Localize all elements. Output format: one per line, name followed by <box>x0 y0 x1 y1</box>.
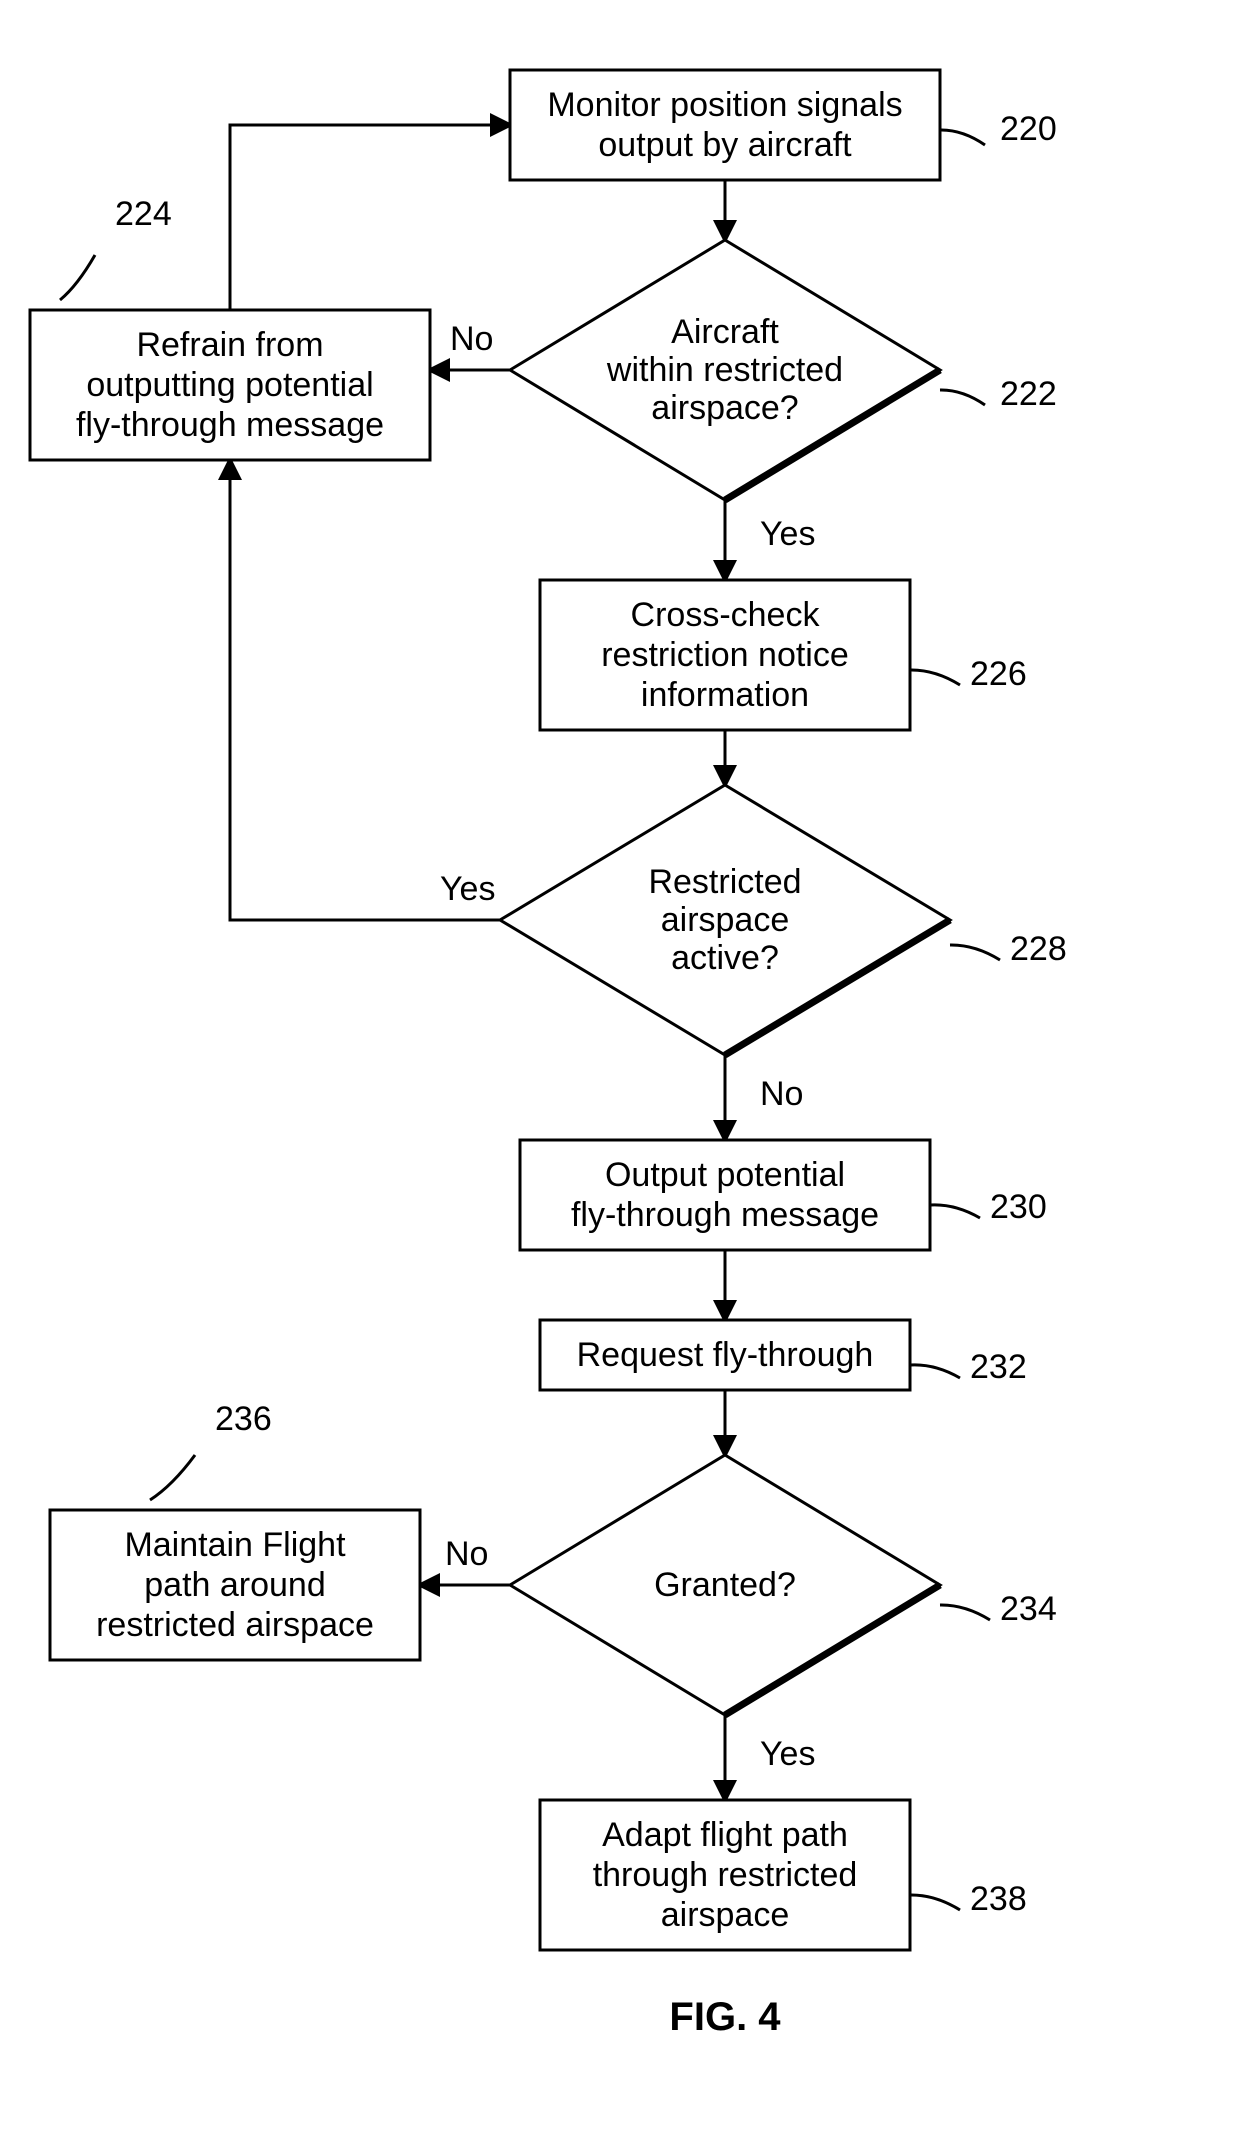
ref-leader <box>940 390 985 405</box>
edge-label: No <box>445 1535 488 1573</box>
ref-leader <box>910 670 960 685</box>
ref-leader <box>150 1455 195 1500</box>
process-n238: Adapt flight paththrough restrictedairsp… <box>540 1800 910 1950</box>
node-text: Granted? <box>654 1566 796 1604</box>
node-text: within restricted <box>606 351 843 389</box>
node-text: airspace <box>661 901 790 939</box>
ref-number-220: 220 <box>1000 110 1057 148</box>
process-n232: Request fly-through <box>540 1320 910 1390</box>
process-n224: Refrain fromoutputting potentialfly-thro… <box>30 310 430 460</box>
node-text: outputting potential <box>86 366 373 404</box>
node-text: restriction notice <box>601 636 849 674</box>
ref-number-224: 224 <box>115 195 172 233</box>
node-text: fly-through message <box>571 1196 879 1234</box>
ref-number-234: 234 <box>1000 1590 1057 1628</box>
ref-leader <box>940 130 985 145</box>
node-text: Monitor position signals <box>547 86 902 124</box>
node-text: airspace <box>661 1896 790 1934</box>
process-n220: Monitor position signalsoutput by aircra… <box>510 70 940 180</box>
edge-label: Yes <box>440 870 495 908</box>
ref-number-236: 236 <box>215 1400 272 1438</box>
decision-n222: Aircraftwithin restrictedairspace? <box>510 240 940 500</box>
decision-n234: Granted? <box>510 1455 940 1715</box>
node-text: Output potential <box>605 1156 845 1194</box>
edge-label: No <box>450 320 493 358</box>
node-text: active? <box>671 939 779 977</box>
process-n226: Cross-checkrestriction noticeinformation <box>540 580 910 730</box>
node-text: Request fly-through <box>577 1336 874 1374</box>
flowchart-canvas: No Yes Yes No No Yes Monitor position signals… <box>0 0 1240 2130</box>
node-text: fly-through message <box>76 406 384 444</box>
ref-leader <box>60 255 95 300</box>
node-text: airspace? <box>651 389 798 427</box>
process-n236: Maintain Flightpath aroundrestricted air… <box>50 1510 420 1660</box>
ref-number-238: 238 <box>970 1880 1027 1918</box>
node-text: path around <box>144 1566 326 1604</box>
node-text: Restricted <box>648 863 801 901</box>
edge-4 <box>230 460 500 920</box>
node-text: Cross-check <box>631 596 821 634</box>
ref-leader <box>950 945 1000 960</box>
node-text: information <box>641 676 809 714</box>
edge-label: No <box>760 1075 803 1113</box>
ref-number-230: 230 <box>990 1188 1047 1226</box>
node-text: Aircraft <box>671 313 779 351</box>
ref-number-226: 226 <box>970 655 1027 693</box>
edge-label: Yes <box>760 1735 815 1773</box>
node-text: Refrain from <box>136 326 323 364</box>
node-text: restricted airspace <box>96 1606 374 1644</box>
ref-leader <box>930 1205 980 1218</box>
ref-leader <box>910 1365 960 1378</box>
ref-number-222: 222 <box>1000 375 1057 413</box>
node-text: through restricted <box>593 1856 858 1894</box>
edge-label: Yes <box>760 515 815 553</box>
ref-leader <box>940 1605 990 1620</box>
ref-number-228: 228 <box>1010 930 1067 968</box>
process-n230: Output potentialfly-through message <box>520 1140 930 1250</box>
node-text: Maintain Flight <box>124 1526 346 1564</box>
edge-10 <box>230 125 510 310</box>
ref-number-232: 232 <box>970 1348 1027 1386</box>
ref-leader <box>910 1895 960 1910</box>
node-text: output by aircraft <box>598 126 852 164</box>
decision-n228: Restrictedairspaceactive? <box>500 785 950 1055</box>
figure-title: FIG. 4 <box>669 1995 781 2039</box>
node-text: Adapt flight path <box>602 1816 848 1854</box>
